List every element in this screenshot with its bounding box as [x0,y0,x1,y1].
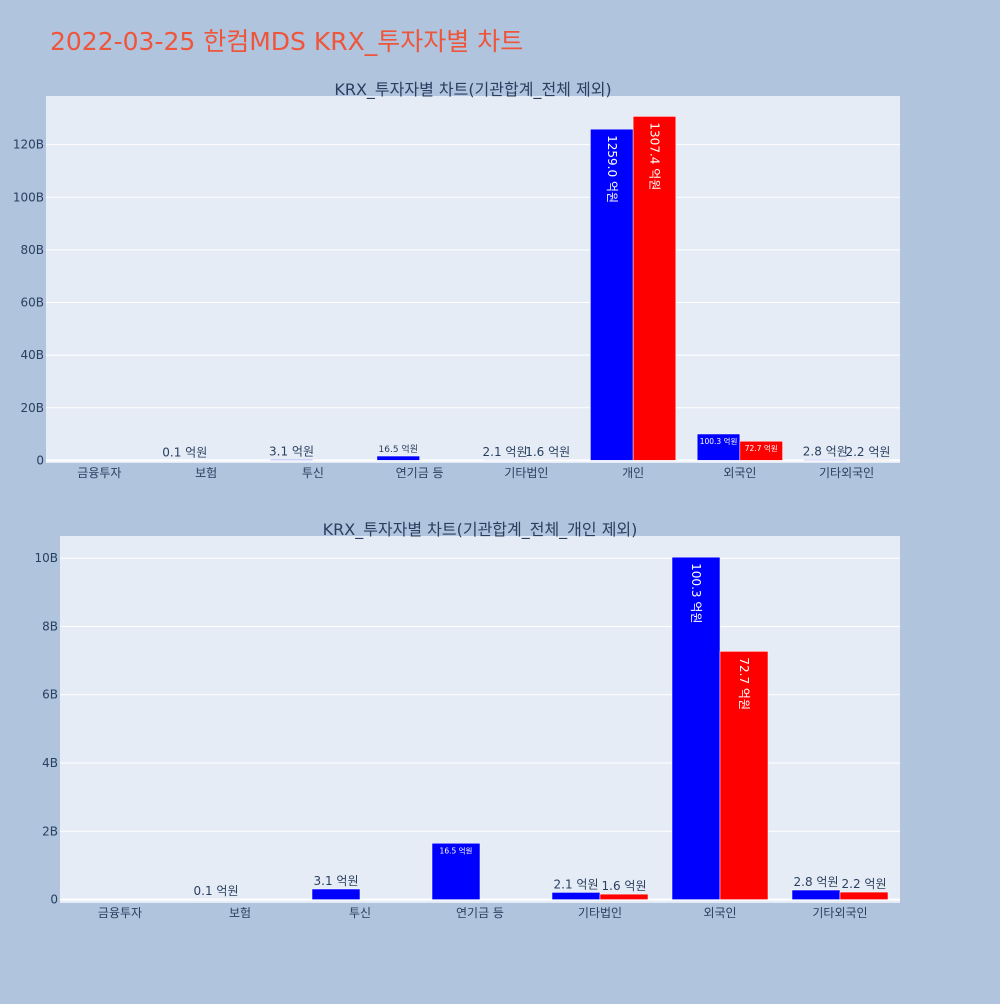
x-tick-label: 기타법인 [504,466,548,480]
data-label: 1.6 억원 [602,879,647,893]
y-tick-label: 80B [20,243,44,257]
chart-title: KRX_투자자별 차트(기관합계_전체_개인 제외) [323,520,638,540]
y-tick-label: 60B [20,296,44,310]
x-tick-label: 외국인 [703,906,736,920]
x-tick-label: 보험 [195,466,217,480]
y-tick-label: 40B [20,348,44,362]
data-label: 2.2 억원 [845,445,890,459]
bar [312,889,360,900]
data-label: 16.5 억원 [379,443,418,455]
data-label: 0.1 억원 [162,445,207,459]
data-label: 2.1 억원 [554,877,599,891]
data-label: 2.2 억원 [842,877,887,891]
y-tick-label: 2B [42,824,58,838]
x-tick-label: 보험 [229,906,251,920]
page-title: 2022-03-25 한컴MDS KRX_투자자별 차트 [50,22,523,58]
y-tick-label: 100B [13,190,44,204]
y-tick-label: 120B [13,138,44,152]
bar [552,892,600,899]
x-tick-label: 금융투자 [98,906,142,920]
bar [377,456,420,460]
bar [804,460,847,461]
x-tick-label: 외국인 [723,466,756,480]
y-tick-label: 4B [42,756,58,770]
bar [792,890,840,900]
bar [270,460,313,461]
y-tick-label: 6B [42,688,58,702]
bar [847,460,890,461]
chart-2: 0 2B 4B 6B 8B 10B KRX_투자자별 차트(기관합계_전체_개인 제외) 금융… [34,520,900,920]
x-tick-label: 투신 [349,906,371,920]
data-label: 1307.4 억원 [647,122,661,190]
data-label: 100.3 억원 [700,437,738,446]
x-tick-label: 연기금 등 [396,466,444,480]
x-tick-label: 금융투자 [77,466,121,480]
y-tick-label: 0 [36,453,44,467]
x-tick-label: 기타법인 [578,906,622,920]
data-label: 2.1 억원 [483,445,528,459]
data-label: 1259.0 억원 [605,135,619,203]
data-label: 1.6 억원 [525,445,570,459]
bar [484,460,527,461]
data-label: 16.5 억원 [440,846,473,855]
x-tick-label: 개인 [622,466,644,480]
data-label: 100.3 억원 [689,563,703,623]
bar [840,892,888,900]
x-tick-label: 기타외국인 [819,466,874,480]
data-label: 72.7 억원 [745,444,778,453]
chart-title: KRX_투자자별 차트(기관합계_전체 제외) [334,80,611,100]
y-tick-label: 10B [34,551,58,565]
y-tick-label: 8B [42,619,58,633]
data-label: 3.1 억원 [314,874,359,888]
bar [600,894,648,899]
data-label: 3.1 억원 [269,445,314,459]
x-tick-label: 연기금 등 [456,906,504,920]
data-label: 0.1 억원 [194,884,239,898]
data-label: 2.8 억원 [794,875,839,889]
x-tick-label: 투신 [302,466,324,480]
data-label: 2.8 억원 [803,445,848,459]
data-label: 72.7 억원 [737,657,751,710]
x-tick-label: 기타외국인 [812,906,867,920]
chart-1: 0 20B 40B 60B 80B 100B 120B KRX_투자자별 차트(기관합계_전체… [13,80,900,480]
y-tick-label: 0 [50,893,58,907]
y-tick-label: 20B [20,401,44,415]
